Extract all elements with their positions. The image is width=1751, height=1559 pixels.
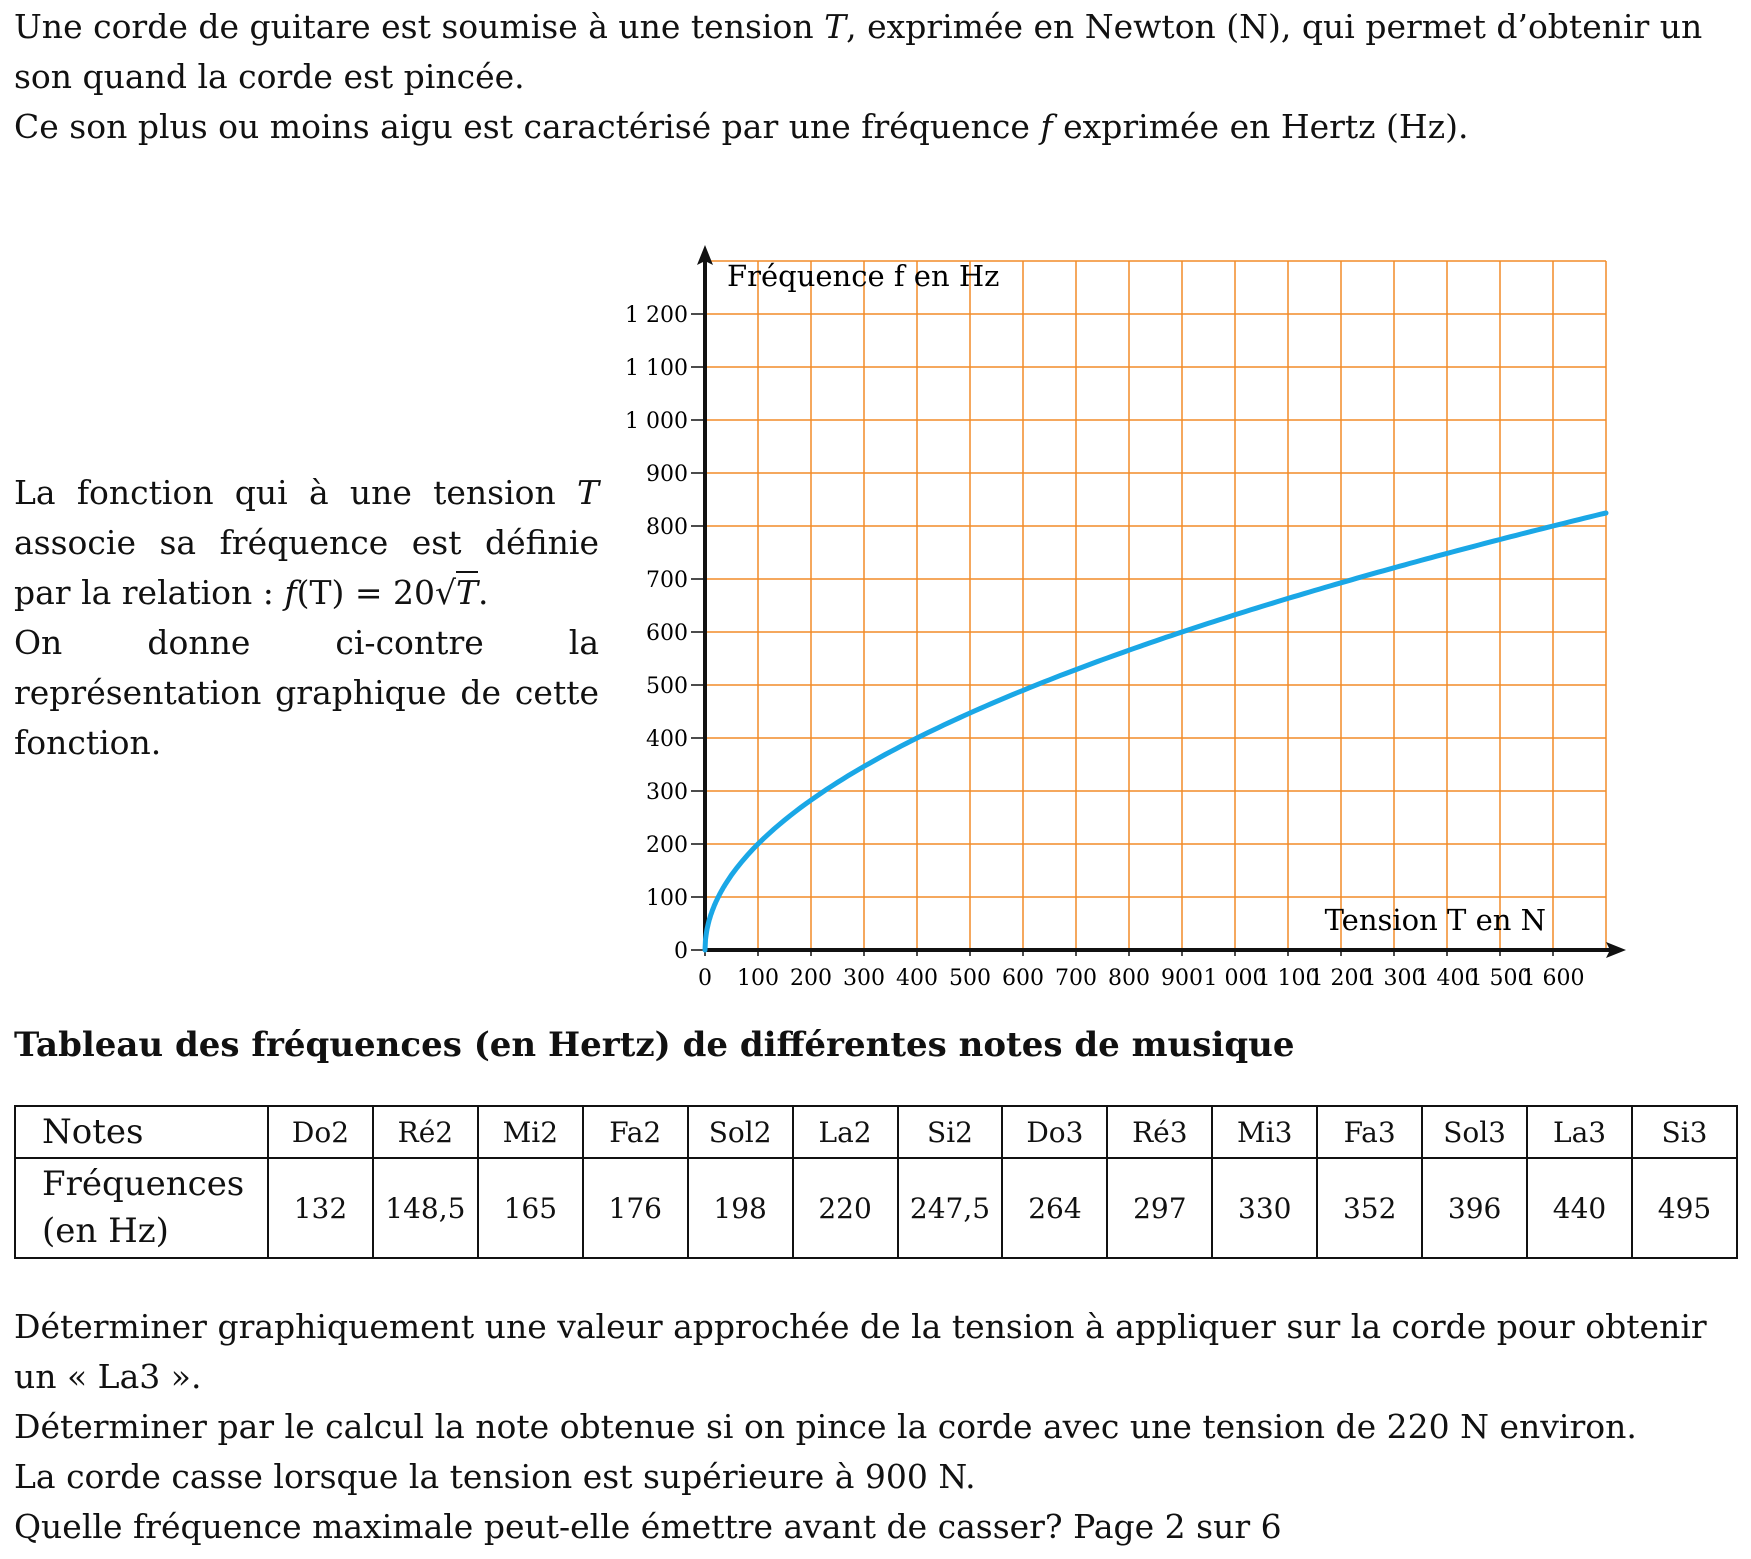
- frequency-cell: 148,5: [371, 1157, 479, 1259]
- intro-var-t: T: [824, 7, 847, 46]
- x-axis-arrow: [1606, 942, 1626, 958]
- note-cell: Si2: [896, 1105, 1004, 1159]
- y-tick-label: 600: [646, 621, 688, 646]
- questions: Déterminer graphiquement une valeur appr…: [14, 1302, 1739, 1552]
- x-tick-label: 1 000: [1204, 966, 1267, 991]
- formula-mid: (T) = 20: [296, 573, 435, 612]
- frequency-cell: 396: [1421, 1157, 1529, 1259]
- note-cell: Mi3: [1211, 1105, 1319, 1159]
- frequency-cell: 198: [686, 1157, 794, 1259]
- question-3: La corde casse lorsque la tension est su…: [14, 1457, 976, 1496]
- intro-var-f: f: [1040, 107, 1053, 146]
- note-cell: Fa2: [581, 1105, 689, 1159]
- x-tick-label: 100: [737, 966, 779, 991]
- x-tick-label: 1 200: [1310, 966, 1373, 991]
- formula-t: T: [456, 571, 479, 612]
- function-description: La fonction qui à une tension T associe …: [14, 468, 599, 768]
- frequency-cell: 352: [1316, 1157, 1424, 1259]
- frequency-cell: 440: [1526, 1157, 1633, 1259]
- y-tick-label: 900: [646, 462, 688, 487]
- y-tick-label: 0: [674, 939, 688, 964]
- y-axis-label: Fréquence f en Hz: [727, 259, 999, 293]
- y-tick-label: 700: [646, 568, 688, 593]
- frequencies-header: Fréquences (en Hz): [14, 1157, 269, 1259]
- chart-axes: [697, 245, 1626, 958]
- intro-text-1: Une corde de guitare est soumise à une t…: [14, 7, 825, 46]
- x-tick-label: 200: [790, 966, 832, 991]
- notes-frequency-table: Notes Do2 Ré2 Mi2 Fa2 Sol2 La2 Si2 Do3 Ré3 Mi3 Fa3…: [14, 1105, 1739, 1259]
- x-tick-label: 0: [698, 966, 712, 991]
- y-axis-arrow: [697, 245, 713, 265]
- side-var-t: T: [576, 473, 599, 512]
- y-tick-label: 1 200: [625, 303, 688, 328]
- frequency-cell: 247,5: [896, 1157, 1004, 1259]
- frequency-curve: [702, 510, 1609, 953]
- frequency-cell: 297: [1106, 1157, 1214, 1259]
- side-text-2: associe sa fréquence est définie par la …: [14, 523, 599, 612]
- frequency-cell: 330: [1211, 1157, 1319, 1259]
- intro-text-4: exprimée en Hertz (Hz).: [1052, 107, 1469, 146]
- x-tick-label: 1 600: [1522, 966, 1585, 991]
- frequency-cell: 132: [267, 1157, 374, 1259]
- table-title: Tableau des fréquences (en Hertz) de dif…: [14, 1025, 1295, 1065]
- x-axis-label: Tension T en N: [1325, 903, 1546, 937]
- frequency-cell: 264: [1001, 1157, 1109, 1259]
- y-tick-label: 300: [646, 780, 688, 805]
- intro-text-3: Ce son plus ou moins aigu est caractéris…: [14, 107, 1041, 146]
- x-tick-label: 700: [1055, 966, 1097, 991]
- x-tick-label: 1 400: [1416, 966, 1479, 991]
- frequencies-header-line1: Fréquences: [42, 1164, 245, 1204]
- x-tick-label: 800: [1108, 966, 1150, 991]
- table-row-notes: Notes Do2 Ré2 Mi2 Fa2 Sol2 La2 Si2 Do3 Ré3 Mi3 Fa3…: [14, 1105, 1739, 1159]
- frequency-cell: 220: [791, 1157, 899, 1259]
- x-tick-label: 1 300: [1363, 966, 1426, 991]
- frequency-cell: 165: [476, 1157, 584, 1259]
- chart-grid: [705, 260, 1607, 950]
- frequency-cell: 495: [1630, 1157, 1739, 1259]
- note-cell: La2: [791, 1105, 899, 1159]
- notes-header: Notes: [14, 1105, 269, 1159]
- note-cell: La3: [1526, 1105, 1633, 1159]
- note-cell: Ré3: [1106, 1105, 1214, 1159]
- question-1: Déterminer graphiquement une valeur appr…: [14, 1307, 1707, 1396]
- frequency-cell: 176: [581, 1157, 689, 1259]
- x-tick-label: 900: [1161, 966, 1203, 991]
- y-tick-label: 800: [646, 515, 688, 540]
- note-cell: Do3: [1001, 1105, 1109, 1159]
- x-tick-label: 300: [843, 966, 885, 991]
- x-tick-label: 500: [949, 966, 991, 991]
- formula-f: f: [284, 573, 297, 612]
- side-text-1: La fonction qui à une tension: [14, 473, 577, 512]
- intro-text-2: , exprimée en Newton (N), qui permet d’o…: [14, 7, 1703, 96]
- x-tick-label: 1 100: [1257, 966, 1320, 991]
- y-tick-label: 1 000: [625, 409, 688, 434]
- formula-end: .: [478, 573, 489, 612]
- frequencies-header-line2: (en Hz): [42, 1211, 169, 1251]
- y-tick-label: 100: [646, 886, 688, 911]
- x-tick-label: 400: [896, 966, 938, 991]
- intro-paragraph: Une corde de guitare est soumise à une t…: [14, 2, 1739, 152]
- y-tick-label: 1 100: [625, 356, 688, 381]
- note-cell: Ré2: [371, 1105, 479, 1159]
- y-tick-label: 200: [646, 833, 688, 858]
- note-cell: Do2: [267, 1105, 374, 1159]
- table-row-frequencies: Fréquences (en Hz) 132 148,5 165 176 198 220 24…: [14, 1157, 1739, 1259]
- question-4: Quelle fréquence maximale peut-elle émet…: [14, 1507, 1063, 1546]
- x-tick-label: 1 500: [1469, 966, 1532, 991]
- note-cell: Si3: [1630, 1105, 1739, 1159]
- x-tick-label: 600: [1002, 966, 1044, 991]
- note-cell: Sol2: [686, 1105, 794, 1159]
- note-cell: Fa3: [1316, 1105, 1424, 1159]
- note-cell: Mi2: [476, 1105, 584, 1159]
- question-2: Déterminer par le calcul la note obtenue…: [14, 1407, 1637, 1446]
- y-tick-label: 500: [646, 674, 688, 699]
- formula-sqrt: √: [434, 573, 456, 612]
- note-cell: Sol3: [1421, 1105, 1529, 1159]
- page-number: Page 2 sur 6: [1062, 1507, 1282, 1546]
- y-tick-label: 400: [646, 727, 688, 752]
- side-text-3: On donne ci-contre la représentation gra…: [14, 623, 599, 762]
